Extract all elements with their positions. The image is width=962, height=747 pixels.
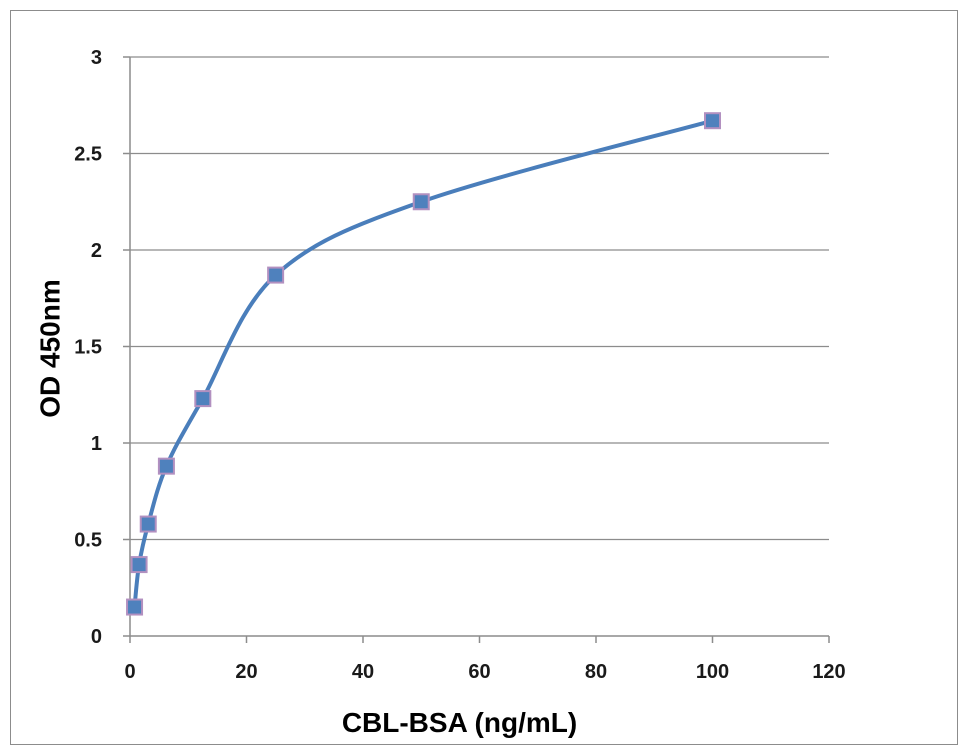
data-series: [126, 112, 721, 616]
data-point-2: [139, 515, 157, 533]
y-tick-label: 2: [91, 240, 102, 262]
data-point-7: [704, 112, 721, 130]
y-tick-label: 1: [91, 433, 102, 455]
gridlines: [130, 56, 829, 541]
y-tick-label: 2.5: [74, 144, 102, 166]
data-point-0: [126, 598, 144, 616]
x-tick-label: 120: [812, 661, 845, 683]
data-point-4: [194, 390, 212, 408]
y-tick-label: 3: [91, 47, 102, 69]
y-tick-label: 0.5: [74, 530, 102, 552]
x-tick-label: 60: [468, 661, 490, 683]
x-tick-label: 40: [352, 661, 374, 683]
x-axis-title: CBL-BSA (ng/mL): [342, 707, 577, 738]
data-point-1: [130, 556, 148, 574]
axes: [123, 56, 830, 643]
chart-frame: [10, 10, 958, 745]
y-axis-title: OD 450nm: [34, 279, 65, 418]
x-tick-label: 20: [235, 661, 257, 683]
x-tick-label: 80: [585, 661, 607, 683]
data-point-6: [412, 193, 430, 211]
y-tick-label: 0: [91, 626, 102, 648]
x-tick-label: 100: [696, 661, 729, 683]
series-line: [132, 118, 715, 610]
tick-labels: 0 0.5 1 1.5 2 2.5 3 0 20 40 60 80 100 120: [74, 47, 846, 683]
data-point-5: [267, 266, 285, 284]
data-point-3: [157, 457, 175, 475]
y-tick-label: 1.5: [74, 337, 102, 359]
x-tick-label: 0: [124, 661, 135, 683]
